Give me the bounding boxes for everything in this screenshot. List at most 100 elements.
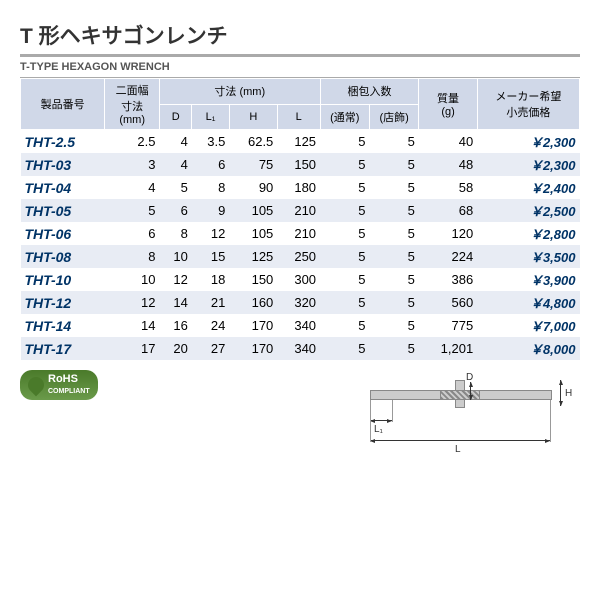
cell-pr: ￥3,500: [477, 245, 579, 268]
cell-m: 775: [419, 314, 477, 337]
cell-l1: 3.5: [192, 130, 230, 154]
th-d: D: [160, 104, 192, 130]
cell-m: 68: [419, 199, 477, 222]
cell-l1: 24: [192, 314, 230, 337]
dim-d-line: [470, 382, 471, 400]
cell-h: 75: [229, 153, 277, 176]
cell-w: 14: [105, 314, 160, 337]
cell-pn: THT-03: [21, 153, 105, 176]
title-ja: T 形ヘキサゴンレンチ: [20, 20, 580, 50]
cell-pn: THT-10: [21, 268, 105, 291]
cell-d: 5: [160, 176, 192, 199]
cell-m: 40: [419, 130, 477, 154]
cell-w: 8: [105, 245, 160, 268]
cell-d: 20: [160, 337, 192, 360]
cell-pn: THT-2.5: [21, 130, 105, 154]
cell-m: 58: [419, 176, 477, 199]
cell-pb: 5: [369, 314, 418, 337]
cell-l1: 15: [192, 245, 230, 268]
th-l: L: [277, 104, 320, 130]
th-pa: (通常): [320, 104, 369, 130]
cell-d: 14: [160, 291, 192, 314]
cell-l: 180: [277, 176, 320, 199]
cell-pr: ￥8,000: [477, 337, 579, 360]
cell-pb: 5: [369, 245, 418, 268]
cell-pn: THT-08: [21, 245, 105, 268]
cell-pb: 5: [369, 291, 418, 314]
cell-pb: 5: [369, 199, 418, 222]
cell-w: 6: [105, 222, 160, 245]
dim-l1-line: [370, 420, 392, 421]
cell-d: 16: [160, 314, 192, 337]
table-row: THT-1212142116032055560￥4,800: [21, 291, 580, 314]
cell-m: 120: [419, 222, 477, 245]
cell-h: 150: [229, 268, 277, 291]
cell-w: 4: [105, 176, 160, 199]
cell-l: 125: [277, 130, 320, 154]
cell-pa: 5: [320, 153, 369, 176]
cell-l1: 9: [192, 199, 230, 222]
cell-pn: THT-12: [21, 291, 105, 314]
cell-l: 210: [277, 222, 320, 245]
cell-pn: THT-05: [21, 199, 105, 222]
cell-m: 224: [419, 245, 477, 268]
cell-m: 386: [419, 268, 477, 291]
cell-h: 125: [229, 245, 277, 268]
cell-l: 320: [277, 291, 320, 314]
cell-h: 90: [229, 176, 277, 199]
cell-d: 6: [160, 199, 192, 222]
cell-l1: 21: [192, 291, 230, 314]
cell-pr: ￥4,800: [477, 291, 579, 314]
cell-w: 3: [105, 153, 160, 176]
cell-pr: ￥2,800: [477, 222, 579, 245]
diagram-knurl: [440, 390, 480, 400]
th-h: H: [229, 104, 277, 130]
cell-m: 1,201: [419, 337, 477, 360]
cell-pn: THT-04: [21, 176, 105, 199]
th-mass: 質量 (g): [419, 79, 477, 130]
cell-h: 170: [229, 314, 277, 337]
cell-d: 4: [160, 153, 192, 176]
cell-d: 4: [160, 130, 192, 154]
cell-pa: 5: [320, 222, 369, 245]
cell-pr: ￥7,000: [477, 314, 579, 337]
cell-w: 12: [105, 291, 160, 314]
cell-l1: 18: [192, 268, 230, 291]
cell-w: 2.5: [105, 130, 160, 154]
dim-l: L: [455, 444, 461, 455]
cell-l: 340: [277, 337, 320, 360]
table-row: THT-1010121815030055386￥3,900: [21, 268, 580, 291]
table-row: THT-06681210521055120￥2,800: [21, 222, 580, 245]
rohs-l1: RoHS: [48, 373, 78, 385]
cell-h: 105: [229, 199, 277, 222]
cell-pn: THT-06: [21, 222, 105, 245]
table-row: THT-055691052105568￥2,500: [21, 199, 580, 222]
cell-l: 250: [277, 245, 320, 268]
cell-pb: 5: [369, 268, 418, 291]
cell-pb: 5: [369, 176, 418, 199]
table-row: THT-088101512525055224￥3,500: [21, 245, 580, 268]
cell-w: 10: [105, 268, 160, 291]
table-row: THT-1414162417034055775￥7,000: [21, 314, 580, 337]
cell-pb: 5: [369, 153, 418, 176]
th-l1: L₁: [192, 104, 230, 130]
cell-l: 150: [277, 153, 320, 176]
cell-pa: 5: [320, 245, 369, 268]
cell-pa: 5: [320, 291, 369, 314]
rohs-badge: RoHSCOMPLIANT: [20, 370, 98, 400]
dim-l-line: [370, 440, 550, 441]
cell-pb: 5: [369, 222, 418, 245]
cell-pa: 5: [320, 337, 369, 360]
cell-pa: 5: [320, 130, 369, 154]
cell-pr: ￥2,500: [477, 199, 579, 222]
table-row: THT-04458901805558￥2,400: [21, 176, 580, 199]
cell-pn: THT-14: [21, 314, 105, 337]
cell-h: 170: [229, 337, 277, 360]
table-row: THT-03346751505548￥2,300: [21, 153, 580, 176]
cell-l1: 8: [192, 176, 230, 199]
cell-pn: THT-17: [21, 337, 105, 360]
spec-table: 製品番号 二面幅 寸法 (mm) 寸法 (mm) 梱包入数 質量 (g) メーカ…: [20, 78, 580, 360]
dim-h-line: [560, 380, 561, 406]
cell-pb: 5: [369, 337, 418, 360]
dimension-diagram: D L₁ L H: [360, 370, 580, 480]
